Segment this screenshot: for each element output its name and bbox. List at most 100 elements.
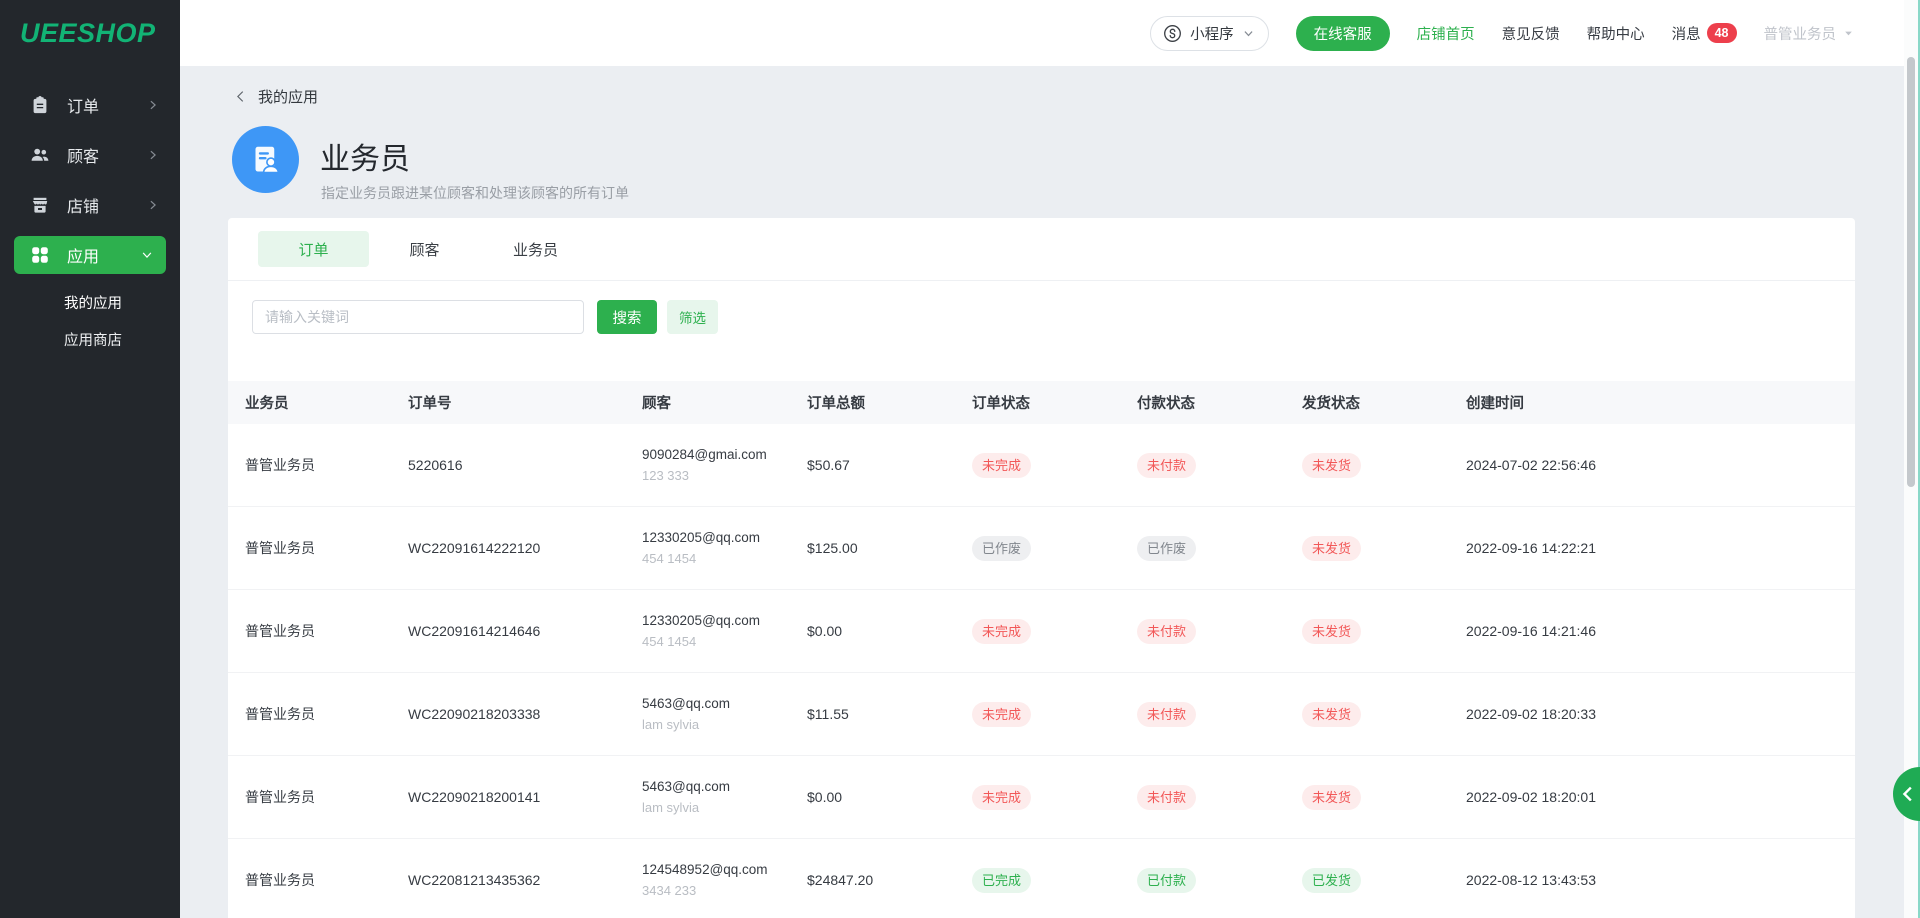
cell-customer: 9090284@gmai.com 123 333 bbox=[625, 447, 790, 483]
cell-salesperson: 普管业务员 bbox=[245, 623, 315, 639]
window-edge-line bbox=[1918, 0, 1920, 918]
sidebar-item-apps-slot: 应用 bbox=[0, 230, 180, 280]
chevron-right-icon bbox=[150, 100, 156, 110]
cell-payment-status: 已作废 bbox=[1120, 535, 1285, 561]
page-subtitle: 指定业务员跟进某位顾客和处理该顾客的所有订单 bbox=[321, 185, 629, 201]
order-status-badge: 已作废 bbox=[972, 535, 1032, 561]
sidebar-subnav: 我的应用 应用商店 bbox=[0, 280, 180, 360]
sidebar-nav: 订单 顾客 店铺 bbox=[0, 66, 180, 360]
chevron-down-icon bbox=[1244, 30, 1253, 36]
miniprogram-label: 小程序 bbox=[1190, 26, 1234, 43]
cell-order-no: 5220616 bbox=[408, 457, 463, 473]
cell-payment-status: 未付款 bbox=[1120, 701, 1285, 727]
online-service-button[interactable]: 在线客服 bbox=[1295, 15, 1390, 51]
sidebar-item-apps[interactable]: 应用 bbox=[14, 236, 166, 274]
col-customer: 顾客 bbox=[642, 396, 671, 412]
user-name: 普管业务员 bbox=[1763, 26, 1837, 43]
chevron-left-icon bbox=[1902, 786, 1912, 802]
customer-name: 3434 233 bbox=[642, 883, 697, 898]
table-row[interactable]: 普管业务员 WC22090218200141 5463@qq.com lam s… bbox=[228, 756, 1855, 839]
sidebar-subitem-my-apps[interactable]: 我的应用 bbox=[64, 296, 122, 312]
order-status-badge: 未完成 bbox=[972, 784, 1032, 810]
miniprogram-icon bbox=[1164, 24, 1182, 42]
payment-status-badge: 未付款 bbox=[1137, 784, 1197, 810]
tab-orders[interactable]: 订单 bbox=[258, 231, 369, 267]
miniprogram-selector[interactable]: 小程序 bbox=[1150, 15, 1269, 51]
help-center-link[interactable]: 帮助中心 bbox=[1586, 26, 1645, 43]
sidebar-subitem-app-store[interactable]: 应用商店 bbox=[64, 333, 122, 349]
feedback-link[interactable]: 意见反馈 bbox=[1501, 26, 1560, 43]
order-status-badge: 未完成 bbox=[972, 701, 1032, 727]
sidebar-item-store[interactable]: 店铺 bbox=[0, 180, 180, 230]
shipping-status-badge: 未发货 bbox=[1302, 784, 1362, 810]
tab-customers[interactable]: 顾客 bbox=[409, 241, 440, 259]
cell-order-status: 已作废 bbox=[955, 535, 1120, 561]
customer-name: lam sylvia bbox=[642, 717, 700, 732]
customer-name: 123 333 bbox=[642, 468, 689, 483]
table-body: 普管业务员 5220616 9090284@gmai.com 123 333 $… bbox=[228, 424, 1855, 918]
sidebar: UEESHOP 订单 顾客 bbox=[0, 0, 180, 918]
store-home-link[interactable]: 店铺首页 bbox=[1416, 26, 1475, 43]
table-row[interactable]: 普管业务员 5220616 9090284@gmai.com 123 333 $… bbox=[228, 424, 1855, 507]
sidebar-item-label: 店铺 bbox=[67, 199, 100, 216]
cell-created-at: 2022-08-12 13:43:53 bbox=[1466, 872, 1596, 888]
orders-table: 业务员 订单号 顾客 订单总额 订单状态 付款状态 发货状态 创建时间 普管业务… bbox=[228, 381, 1855, 918]
col-created-at: 创建时间 bbox=[1466, 396, 1524, 412]
col-order-status: 订单状态 bbox=[972, 396, 1030, 412]
cell-salesperson: 普管业务员 bbox=[245, 872, 315, 888]
content-card: 订单 顾客 业务员 搜索 筛选 业务员 订单号 顾客 订单总额 订单状态 付款状… bbox=[228, 218, 1855, 918]
sidebar-item-orders[interactable]: 订单 bbox=[0, 80, 180, 130]
brand-logo: UEESHOP bbox=[20, 17, 156, 48]
cell-shipping-status: 未发货 bbox=[1285, 535, 1449, 561]
user-menu[interactable]: 普管业务员 bbox=[1764, 23, 1855, 44]
cell-created-at: 2022-09-02 18:20:33 bbox=[1466, 706, 1596, 722]
cell-order-status: 未完成 bbox=[955, 452, 1120, 478]
cell-order-no: WC22090218200141 bbox=[408, 789, 541, 805]
sidebar-item-customers[interactable]: 顾客 bbox=[0, 130, 180, 180]
sidebar-item-label: 订单 bbox=[67, 99, 100, 116]
payment-status-badge: 未付款 bbox=[1137, 618, 1197, 644]
customer-email: 124548952@qq.com bbox=[642, 862, 768, 877]
cell-total: $0.00 bbox=[807, 789, 843, 805]
payment-status-badge: 已作废 bbox=[1137, 535, 1197, 561]
table-row[interactable]: 普管业务员 WC22091614214646 12330205@qq.com 4… bbox=[228, 590, 1855, 673]
table-row[interactable]: 普管业务员 WC22081213435362 124548952@qq.com … bbox=[228, 839, 1855, 918]
col-order-no: 订单号 bbox=[408, 396, 452, 412]
search-button[interactable]: 搜索 bbox=[597, 300, 657, 334]
table-row[interactable]: 普管业务员 WC22091614222120 12330205@qq.com 4… bbox=[228, 507, 1855, 590]
customer-name: lam sylvia bbox=[642, 800, 700, 815]
cell-order-no: WC22090218203338 bbox=[408, 706, 541, 722]
cell-created-at: 2022-09-16 14:22:21 bbox=[1466, 540, 1596, 556]
filter-button[interactable]: 筛选 bbox=[667, 300, 718, 334]
customer-email: 12330205@qq.com bbox=[642, 530, 761, 545]
breadcrumb[interactable]: 我的应用 bbox=[233, 86, 318, 107]
table-row[interactable]: 普管业务员 WC22090218203338 5463@qq.com lam s… bbox=[228, 673, 1855, 756]
tab-salesperson[interactable]: 业务员 bbox=[512, 241, 558, 259]
order-status-badge: 未完成 bbox=[972, 452, 1032, 478]
tab-bar: 订单 顾客 业务员 bbox=[228, 218, 1855, 281]
payment-status-badge: 未付款 bbox=[1137, 452, 1197, 478]
cell-shipping-status: 未发货 bbox=[1285, 784, 1449, 810]
cell-payment-status: 已付款 bbox=[1120, 867, 1285, 893]
table-header: 业务员 订单号 顾客 订单总额 订单状态 付款状态 发货状态 创建时间 bbox=[228, 381, 1855, 424]
scrollbar-thumb[interactable] bbox=[1907, 57, 1915, 487]
cell-shipping-status: 未发货 bbox=[1285, 701, 1449, 727]
search-input[interactable] bbox=[252, 300, 584, 334]
customer-name: 454 1454 bbox=[642, 551, 697, 566]
cell-total: $50.67 bbox=[807, 457, 850, 473]
messages-count-badge: 48 bbox=[1706, 22, 1737, 44]
customer-name: 454 1454 bbox=[642, 634, 697, 649]
salesperson-app-icon bbox=[232, 126, 299, 193]
shipping-status-badge: 未发货 bbox=[1302, 701, 1362, 727]
shipping-status-badge: 已发货 bbox=[1302, 867, 1362, 893]
cell-created-at: 2022-09-02 18:20:01 bbox=[1466, 789, 1596, 805]
col-shipping-status: 发货状态 bbox=[1302, 396, 1360, 412]
shipping-status-badge: 未发货 bbox=[1302, 618, 1362, 644]
messages-link[interactable]: 消息 48 bbox=[1672, 22, 1737, 44]
chevron-left-icon bbox=[237, 91, 244, 102]
cell-payment-status: 未付款 bbox=[1120, 618, 1285, 644]
shipping-status-badge: 未发货 bbox=[1302, 452, 1362, 478]
cell-customer: 5463@qq.com lam sylvia bbox=[625, 696, 790, 732]
cell-order-no: WC22081213435362 bbox=[408, 872, 541, 888]
col-payment-status: 付款状态 bbox=[1137, 396, 1195, 412]
